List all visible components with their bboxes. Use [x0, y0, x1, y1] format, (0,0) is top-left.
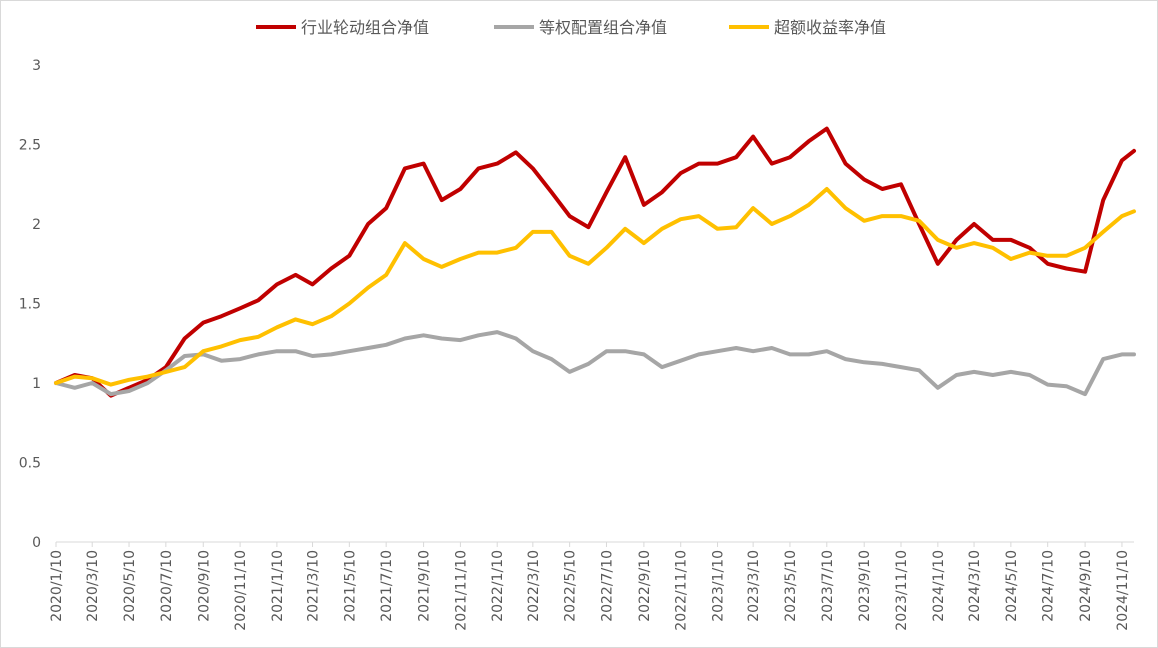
x-tick-label-12: 2022/1/10 [490, 550, 506, 622]
x-tick-label-21: 2023/7/10 [820, 550, 836, 622]
legend-label-2: 超额收益率净值 [774, 18, 886, 37]
x-tick-label-3: 2020/7/10 [159, 550, 175, 622]
x-tick-label-1: 2020/3/10 [85, 550, 101, 622]
x-tick-label-22: 2023/9/10 [857, 550, 873, 622]
x-tick-label-9: 2021/7/10 [379, 550, 395, 622]
series-line-1 [54, 330, 1136, 397]
y-tick-label-5: 2.5 [19, 138, 41, 154]
x-tick-label-28: 2024/9/10 [1078, 550, 1094, 622]
x-tick-label-16: 2022/9/10 [637, 550, 653, 622]
legend-label-1: 等权配置组合净值 [539, 18, 667, 37]
x-tick-label-0: 2020/1/10 [49, 550, 65, 622]
y-tick-label-4: 2 [32, 217, 41, 233]
series-line-2 [54, 187, 1136, 387]
y-tick-label-3: 1.5 [19, 297, 41, 313]
x-tick-label-4: 2020/9/10 [196, 550, 212, 622]
legend-label-0: 行业轮动组合净值 [301, 18, 429, 37]
x-tick-label-2: 2020/5/10 [122, 550, 138, 622]
x-tick-label-24: 2024/1/10 [931, 550, 947, 622]
x-tick-label-13: 2022/3/10 [526, 550, 542, 622]
y-tick-label-1: 0.5 [19, 456, 41, 472]
y-tick-label-2: 1 [32, 376, 41, 392]
legend: 行业轮动组合净值 等权配置组合净值 超额收益率净值 [256, 18, 886, 37]
y-axis: 0 0.5 1 1.5 2 2.5 3 [19, 58, 41, 551]
x-tick-label-10: 2021/9/10 [417, 550, 433, 622]
x-tick-label-27: 2024/7/10 [1041, 550, 1057, 622]
x-tick-label-6: 2021/1/10 [270, 550, 286, 622]
x-tick-label-26: 2024/5/10 [1004, 550, 1020, 622]
x-tick-label-7: 2021/3/10 [306, 550, 322, 622]
x-tick-label-23: 2023/11/10 [894, 550, 910, 631]
x-tick-label-29: 2024/11/10 [1115, 550, 1131, 631]
x-tick-label-14: 2022/5/10 [563, 550, 579, 622]
y-tick-label-6: 3 [32, 58, 41, 74]
x-tick-label-11: 2021/11/10 [453, 550, 469, 631]
x-tick-label-18: 2023/1/10 [711, 550, 727, 622]
x-tick-label-8: 2021/5/10 [342, 550, 358, 622]
series-lines [54, 126, 1136, 398]
series-line-0 [54, 126, 1136, 398]
x-tick-label-5: 2020/11/10 [233, 550, 249, 631]
x-axis: 2020/1/10 2020/3/10 2020/5/10 2020/7/10 2020… [49, 541, 1134, 631]
x-tick-label-17: 2022/11/10 [674, 550, 690, 631]
x-tick-label-15: 2022/7/10 [599, 550, 615, 622]
y-tick-label-0: 0 [32, 535, 41, 551]
x-tick-label-25: 2024/3/10 [967, 550, 983, 622]
x-tick-label-19: 2023/3/10 [746, 550, 762, 622]
x-tick-label-20: 2023/5/10 [783, 550, 799, 622]
